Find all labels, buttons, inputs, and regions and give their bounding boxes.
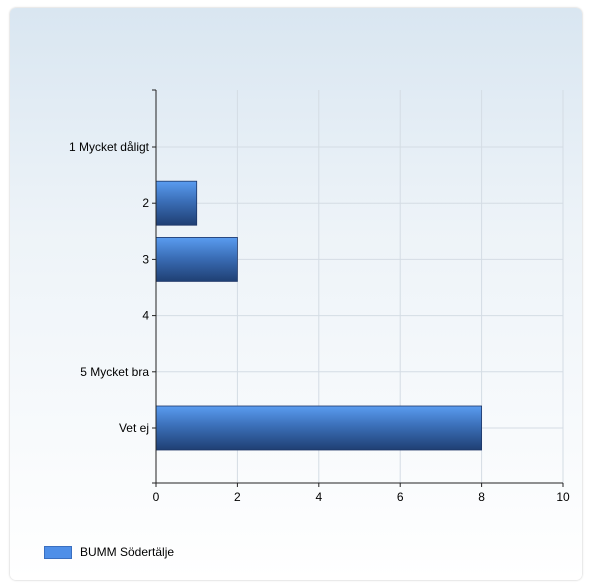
y-tick-label: 4 xyxy=(142,309,149,323)
chart-panel xyxy=(10,8,582,580)
bar-3 xyxy=(155,236,238,282)
tick-labels: 1 Mycket dåligt 2 3 4 5 Mycket bra Vet ej 0 2 4 6… xyxy=(69,140,570,504)
x-tick-label: 4 xyxy=(315,490,322,504)
legend-label: BUMM Södertälje xyxy=(80,545,175,559)
legend: BUMM Södertälje xyxy=(44,545,174,559)
y-tick-label: 5 Mycket bra xyxy=(80,365,149,379)
x-tick-label: 6 xyxy=(397,490,404,504)
legend-swatch xyxy=(44,545,72,559)
y-tick-label: 1 Mycket dåligt xyxy=(69,140,150,154)
x-tick-label: 8 xyxy=(478,490,485,504)
y-tick-label: 3 xyxy=(142,252,149,266)
bars xyxy=(155,180,483,451)
x-tick-label: 10 xyxy=(556,490,570,504)
x-tick-label: 2 xyxy=(234,490,241,504)
x-tick-label: 0 xyxy=(153,490,160,504)
axes xyxy=(152,89,564,487)
y-tick-label: 2 xyxy=(142,196,149,210)
bar-2 xyxy=(155,180,198,226)
bar-vet-ej xyxy=(155,405,483,451)
y-tick-label: Vet ej xyxy=(119,421,149,435)
